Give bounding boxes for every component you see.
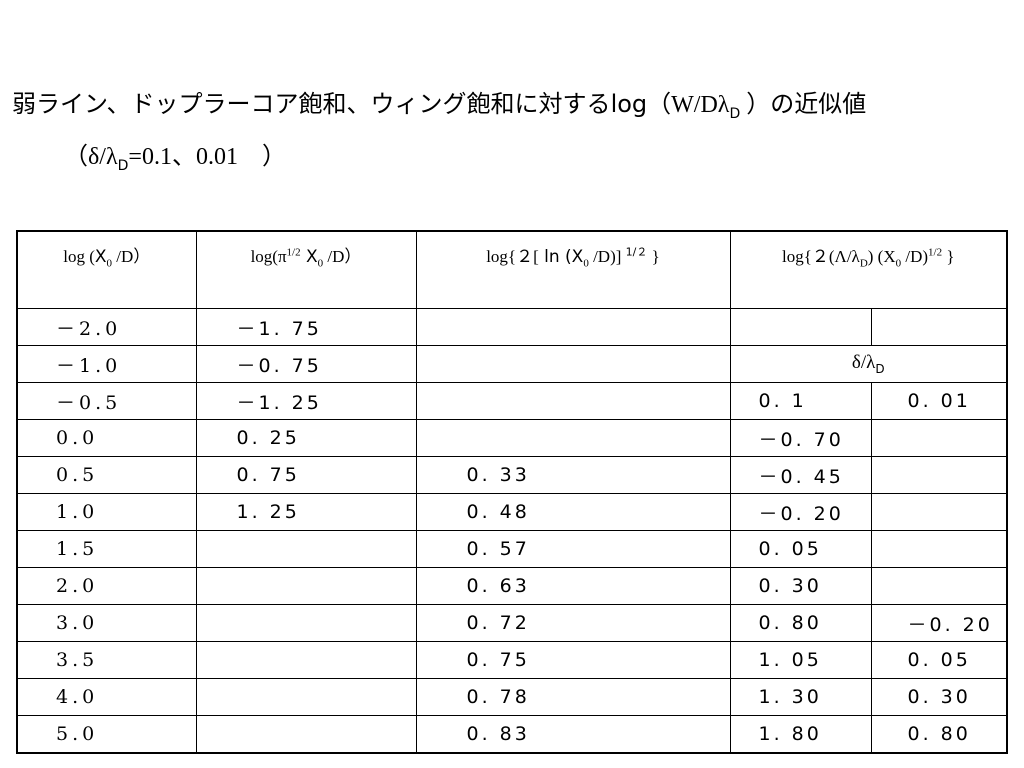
cell-delta-0-1: 0. 1	[729, 382, 872, 420]
cell-log-ln: 0. 63	[415, 567, 731, 605]
page-subtitle: （δ/λD=0.1、0.01 ）	[64, 136, 286, 174]
cell-log-ln	[415, 382, 731, 420]
cell-log-x0-d: 1.5	[16, 530, 197, 568]
cell-log-x0-d: 1.0	[16, 493, 197, 531]
cell-delta-0-1: －0. 45	[729, 456, 872, 494]
table-row: 3.5 0. 75 1. 05 0. 05	[16, 641, 1008, 679]
cell-log-ln: 0. 48	[415, 493, 731, 531]
cell-log-pi-x0-d	[195, 530, 417, 568]
cell-delta-0-1: 0. 80	[729, 604, 872, 642]
cell-log-x0-d: 0.5	[16, 456, 197, 494]
cell-log-pi-x0-d	[195, 567, 417, 605]
cell-log-pi-x0-d	[195, 641, 417, 679]
cell-delta-0-1	[729, 308, 872, 346]
title-prefix: 弱ライン、ドップラーコア飽和、ウィング飽和に対する	[12, 90, 611, 118]
cell-log-ln: 0. 78	[415, 678, 731, 716]
cell-delta-0-01	[870, 567, 1008, 605]
cell-log-ln	[415, 308, 731, 346]
delta-lambda-label: δ/λD	[729, 345, 1008, 383]
cell-log-x0-d: 3.0	[16, 604, 197, 642]
subtitle-rest: =0.1、0.01 ）	[128, 144, 286, 170]
cell-delta-0-1: 1. 30	[729, 678, 872, 716]
cell-log-ln	[415, 419, 731, 457]
cell-log-ln	[415, 345, 731, 383]
cell-delta-0-1: 0. 05	[729, 530, 872, 568]
table-row: －2.0 －1. 75	[16, 308, 1008, 346]
cell-log-x0-d: 5.0	[16, 715, 197, 754]
value-table: log (X0 /D） log(π1/2 X0 /D） log{２[ ln (X…	[16, 230, 1008, 754]
title-subscript: D	[729, 105, 741, 122]
cell-log-x0-d: 3.5	[16, 641, 197, 679]
cell-log-pi-x0-d: 1. 25	[195, 493, 417, 531]
page-title: 弱ライン、ドップラーコア飽和、ウィング飽和に対するlog（W/DλD ）の近似値	[12, 84, 866, 122]
cell-delta-0-01	[870, 419, 1008, 457]
cell-log-pi-x0-d: 0. 75	[195, 456, 417, 494]
cell-delta-0-01	[870, 530, 1008, 568]
table-row: 0.5 0. 75 0. 33 －0. 45	[16, 456, 1008, 494]
cell-log-x0-d: －2.0	[16, 308, 197, 346]
table-row: 0.0 0. 25 －0. 70	[16, 419, 1008, 457]
cell-log-pi-x0-d: －0. 75	[195, 345, 417, 383]
header-log-2-ln-x0-d: log{２[ ln (X0 /D)] 1/２ }	[415, 230, 731, 309]
cell-delta-0-01	[870, 493, 1008, 531]
cell-delta-0-1: －0. 20	[729, 493, 872, 531]
cell-log-ln: 0. 33	[415, 456, 731, 494]
header-log-x0-d: log (X0 /D）	[16, 230, 197, 309]
cell-delta-0-1: 1. 05	[729, 641, 872, 679]
table-header-row: log (X0 /D） log(π1/2 X0 /D） log{２[ ln (X…	[16, 230, 1008, 309]
title-suffix: の近似値	[770, 90, 867, 118]
cell-log-pi-x0-d	[195, 604, 417, 642]
table-row: 5.0 0. 83 1. 80 0. 80	[16, 715, 1008, 754]
cell-delta-0-01: 0. 30	[870, 678, 1008, 716]
table-row: 3.0 0. 72 0. 80 －0. 20	[16, 604, 1008, 642]
cell-delta-0-01: －0. 20	[870, 604, 1008, 642]
table-row: 4.0 0. 78 1. 30 0. 30	[16, 678, 1008, 716]
table-row: 1.5 0. 57 0. 05	[16, 530, 1008, 568]
cell-log-ln: 0. 57	[415, 530, 731, 568]
cell-delta-0-01: 0. 80	[870, 715, 1008, 754]
cell-delta-0-01	[870, 456, 1008, 494]
table-row: －0.5 －1. 25 0. 1 0. 01	[16, 382, 1008, 420]
title-paren-open: （W/Dλ	[647, 92, 730, 118]
cell-log-x0-d: －1.0	[16, 345, 197, 383]
cell-log-ln: 0. 75	[415, 641, 731, 679]
cell-log-x0-d: 2.0	[16, 567, 197, 605]
title-log: log	[610, 90, 648, 118]
cell-log-ln: 0. 83	[415, 715, 731, 754]
header-log-pi-x0-d: log(π1/2 X0 /D）	[195, 230, 417, 309]
subtitle-open: （δ/λ	[64, 144, 118, 170]
header-log-2-lambda-x0-d: log{２(Λ/λD) (X0 /D)1/2 }	[729, 230, 1008, 309]
cell-log-ln: 0. 72	[415, 604, 731, 642]
cell-log-x0-d: 0.0	[16, 419, 197, 457]
cell-log-x0-d: －0.5	[16, 382, 197, 420]
cell-log-pi-x0-d: 0. 25	[195, 419, 417, 457]
subtitle-subscript: D	[117, 157, 129, 174]
cell-log-pi-x0-d	[195, 678, 417, 716]
cell-log-pi-x0-d	[195, 715, 417, 754]
table-row: 1.0 1. 25 0. 48 －0. 20	[16, 493, 1008, 531]
cell-delta-0-01: 0. 01	[870, 382, 1008, 420]
table-row: 2.0 0. 63 0. 30	[16, 567, 1008, 605]
cell-log-pi-x0-d: －1. 75	[195, 308, 417, 346]
cell-delta-0-01: 0. 05	[870, 641, 1008, 679]
cell-delta-0-01	[870, 308, 1008, 346]
cell-log-pi-x0-d: －1. 25	[195, 382, 417, 420]
cell-log-x0-d: 4.0	[16, 678, 197, 716]
cell-delta-0-1: 1. 80	[729, 715, 872, 754]
cell-delta-0-1: －0. 70	[729, 419, 872, 457]
title-paren-close: ）	[740, 92, 771, 118]
table-row: －1.0 －0. 75 δ/λD	[16, 345, 1008, 383]
cell-delta-0-1: 0. 30	[729, 567, 872, 605]
